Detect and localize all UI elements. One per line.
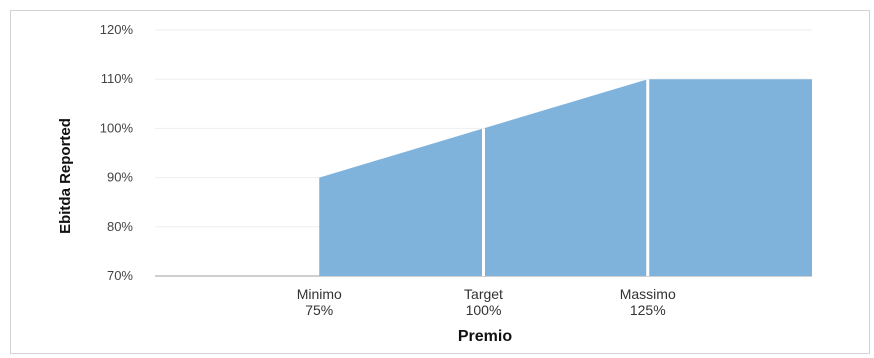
y-axis-ticks: 70% 80% 90% 100% 110% 120% [100, 22, 134, 283]
x-tick-value: 100% [466, 302, 502, 318]
x-tick-label: Target [464, 286, 503, 302]
y-tick-label: 110% [101, 71, 134, 86]
area-fill [319, 79, 812, 276]
x-tick-label: Minimo [297, 286, 342, 302]
y-axis-title: Ebitda Reported [57, 118, 74, 234]
x-axis-title: Premio [458, 328, 512, 345]
x-tick-value: 125% [630, 302, 666, 318]
y-tick-label: 100% [100, 120, 134, 135]
area-series [319, 79, 812, 276]
y-tick-label: 70% [107, 268, 133, 283]
y-tick-label: 80% [107, 219, 133, 234]
x-tick-label: Massimo [620, 286, 676, 302]
y-tick-label: 120% [100, 22, 134, 37]
y-tick-label: 90% [107, 170, 133, 185]
x-tick-value: 75% [305, 302, 333, 318]
